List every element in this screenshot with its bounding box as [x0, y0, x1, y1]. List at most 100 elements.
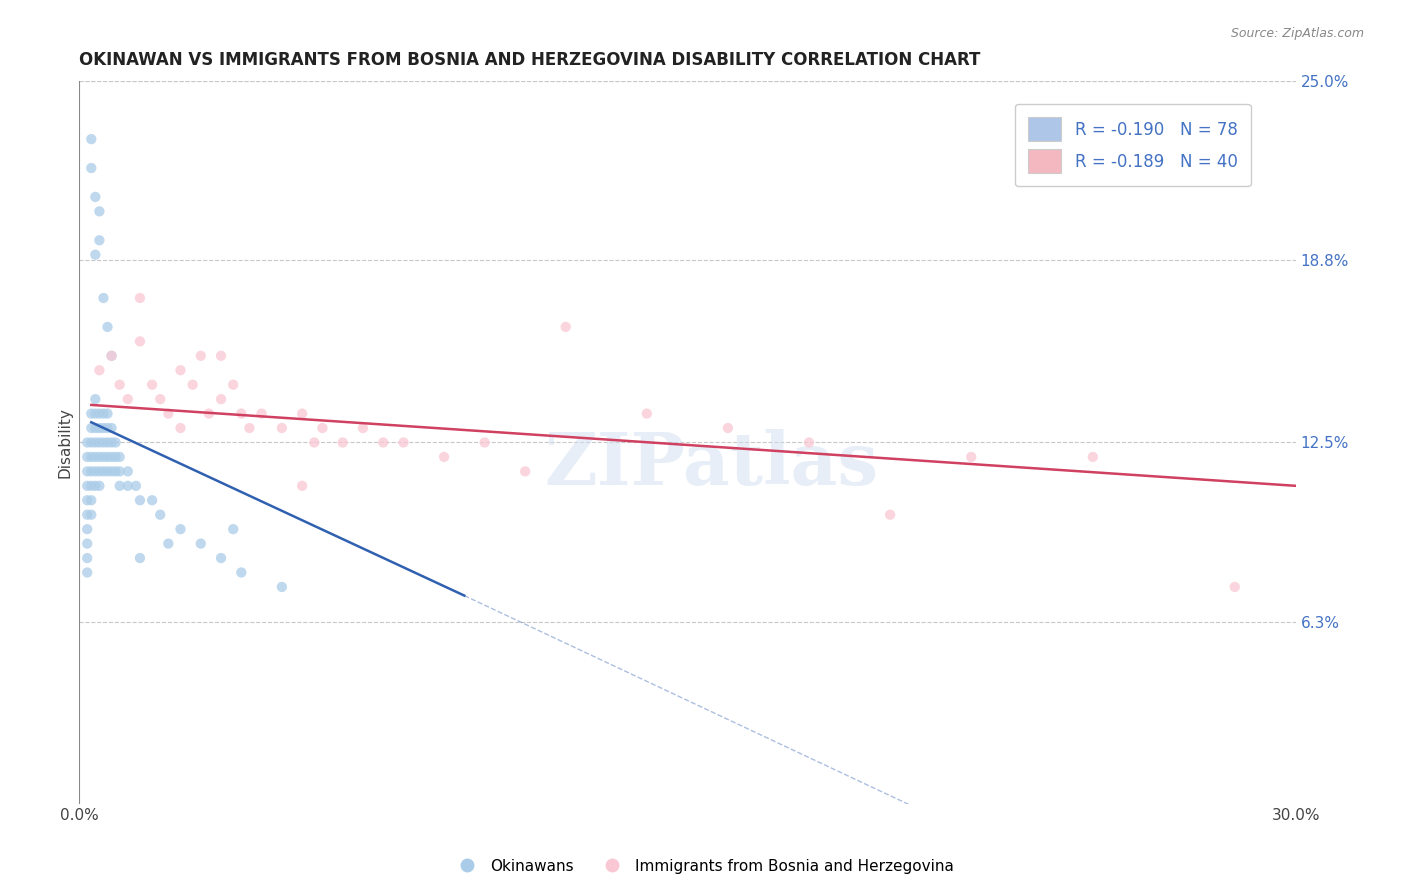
Point	[515, 464, 537, 478]
Point	[879, 508, 901, 522]
Point	[108, 479, 131, 493]
Point	[84, 450, 107, 464]
Point	[332, 435, 354, 450]
Point	[80, 508, 103, 522]
Point	[636, 407, 658, 421]
Point	[149, 392, 172, 406]
Point	[209, 349, 232, 363]
Point	[93, 291, 115, 305]
Point	[93, 450, 115, 464]
Point	[190, 536, 212, 550]
Legend: R = -0.190   N = 78, R = -0.189   N = 40: R = -0.190 N = 78, R = -0.189 N = 40	[1015, 104, 1251, 186]
Point	[89, 435, 111, 450]
Point	[104, 464, 127, 478]
Point	[169, 522, 191, 536]
Text: ZIPatlas: ZIPatlas	[544, 429, 879, 500]
Point	[392, 435, 415, 450]
Text: Source: ZipAtlas.com: Source: ZipAtlas.com	[1230, 27, 1364, 40]
Point	[80, 421, 103, 435]
Point	[76, 479, 98, 493]
Point	[117, 479, 139, 493]
Point	[797, 435, 820, 450]
Point	[157, 407, 180, 421]
Point	[76, 493, 98, 508]
Point	[117, 464, 139, 478]
Point	[93, 435, 115, 450]
Point	[89, 407, 111, 421]
Y-axis label: Disability: Disability	[58, 407, 72, 478]
Point	[169, 421, 191, 435]
Point	[93, 464, 115, 478]
Point	[80, 161, 103, 175]
Point	[76, 508, 98, 522]
Point	[93, 421, 115, 435]
Point	[311, 421, 333, 435]
Point	[222, 377, 245, 392]
Point	[129, 493, 152, 508]
Point	[1081, 450, 1104, 464]
Point	[89, 233, 111, 247]
Point	[104, 450, 127, 464]
Point	[304, 435, 326, 450]
Point	[76, 536, 98, 550]
Point	[96, 421, 118, 435]
Point	[433, 450, 456, 464]
Point	[89, 479, 111, 493]
Point	[181, 377, 204, 392]
Point	[76, 464, 98, 478]
Point	[270, 580, 292, 594]
Point	[96, 464, 118, 478]
Point	[352, 421, 374, 435]
Point	[84, 435, 107, 450]
Point	[104, 435, 127, 450]
Point	[100, 349, 122, 363]
Point	[89, 464, 111, 478]
Point	[96, 320, 118, 334]
Point	[84, 248, 107, 262]
Point	[100, 450, 122, 464]
Point	[100, 349, 122, 363]
Point	[84, 479, 107, 493]
Point	[108, 450, 131, 464]
Point	[96, 450, 118, 464]
Point	[96, 435, 118, 450]
Point	[80, 493, 103, 508]
Point	[100, 421, 122, 435]
Point	[238, 421, 260, 435]
Point	[84, 464, 107, 478]
Point	[80, 479, 103, 493]
Point	[80, 464, 103, 478]
Point	[231, 566, 253, 580]
Point	[209, 551, 232, 566]
Point	[84, 392, 107, 406]
Legend: Okinawans, Immigrants from Bosnia and Herzegovina: Okinawans, Immigrants from Bosnia and He…	[446, 853, 960, 880]
Point	[1223, 580, 1246, 594]
Point	[80, 435, 103, 450]
Point	[125, 479, 148, 493]
Point	[108, 377, 131, 392]
Point	[76, 435, 98, 450]
Point	[84, 190, 107, 204]
Point	[84, 421, 107, 435]
Point	[960, 450, 983, 464]
Point	[129, 334, 152, 349]
Point	[554, 320, 576, 334]
Point	[100, 464, 122, 478]
Point	[141, 377, 163, 392]
Point	[270, 421, 292, 435]
Point	[141, 493, 163, 508]
Point	[93, 407, 115, 421]
Point	[108, 464, 131, 478]
Point	[84, 407, 107, 421]
Point	[117, 392, 139, 406]
Point	[373, 435, 395, 450]
Point	[149, 508, 172, 522]
Point	[250, 407, 273, 421]
Point	[76, 450, 98, 464]
Point	[190, 349, 212, 363]
Point	[129, 551, 152, 566]
Point	[717, 421, 740, 435]
Point	[89, 204, 111, 219]
Point	[222, 522, 245, 536]
Point	[209, 392, 232, 406]
